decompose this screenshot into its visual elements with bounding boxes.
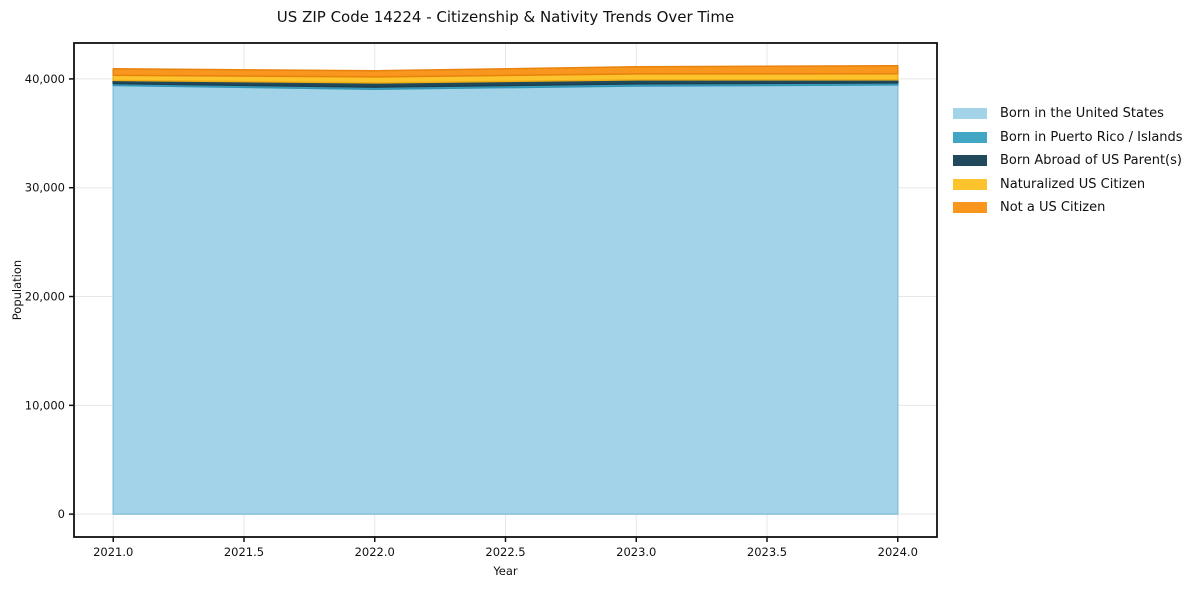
legend-swatch — [953, 155, 987, 167]
area-series — [112, 84, 899, 515]
chart-title: US ZIP Code 14224 - Citizenship & Nativi… — [276, 8, 735, 26]
legend-label: Born Abroad of US Parent(s) — [1000, 153, 1182, 169]
legend-label: Naturalized US Citizen — [1000, 176, 1146, 192]
x-tick-label: 2023.5 — [747, 545, 787, 559]
area-series — [112, 64, 899, 78]
legend-item: Born Abroad of US Parent(s) — [953, 149, 1183, 173]
legend-item: Not a US Citizen — [953, 196, 1183, 220]
y-axis-label: Population — [10, 259, 24, 321]
y-tick-label: 30,000 — [25, 181, 65, 195]
legend-label: Not a US Citizen — [1000, 200, 1106, 216]
legend-swatch — [953, 108, 987, 120]
x-tick-label: 2022.0 — [355, 545, 395, 559]
legend-label: Born in Puerto Rico / Islands — [1000, 129, 1183, 145]
y-tick-label: 20,000 — [25, 290, 65, 304]
x-tick-label: 2023.0 — [616, 545, 656, 559]
x-axis-label: Year — [493, 564, 518, 578]
legend-item: Born in the United States — [953, 102, 1183, 126]
x-tick-label: 2024.0 — [878, 545, 918, 559]
x-tick-label: 2022.5 — [485, 545, 525, 559]
legend-swatch — [953, 131, 987, 143]
legend-swatch — [953, 178, 987, 190]
y-tick-label: 0 — [58, 507, 65, 521]
legend-label: Born in the United States — [1000, 106, 1164, 122]
legend: Born in the United States Born in Puerto … — [953, 102, 1183, 220]
y-tick-label: 10,000 — [25, 398, 65, 412]
legend-item: Naturalized US Citizen — [953, 173, 1183, 197]
x-tick-label: 2021.0 — [93, 545, 133, 559]
y-tick-label: 40,000 — [25, 72, 65, 86]
legend-swatch — [953, 202, 987, 214]
legend-item: Born in Puerto Rico / Islands — [953, 126, 1183, 150]
x-tick-label: 2021.5 — [224, 545, 264, 559]
